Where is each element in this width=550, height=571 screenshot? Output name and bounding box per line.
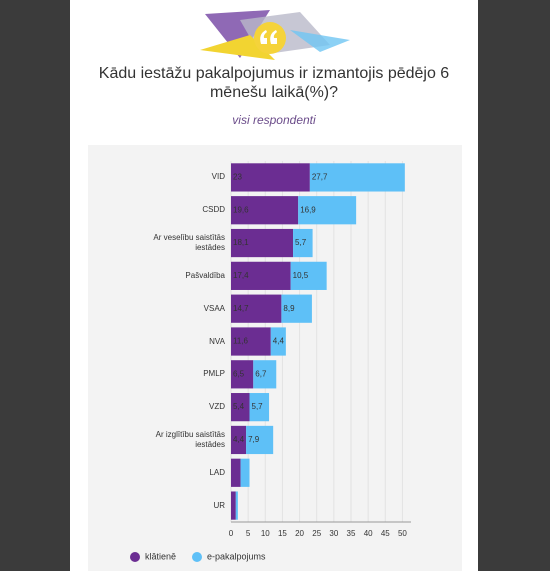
x-tick-label: 25 bbox=[312, 529, 321, 538]
data-label: 17,4 bbox=[233, 271, 249, 280]
bar bbox=[270, 327, 286, 356]
x-tick-label: 45 bbox=[381, 529, 390, 538]
bar bbox=[246, 425, 274, 455]
data-label: 7,9 bbox=[248, 435, 260, 444]
data-label: 27,7 bbox=[312, 173, 328, 182]
y-tick-label: NVA bbox=[209, 336, 225, 346]
y-tick-label: UR bbox=[213, 500, 225, 510]
bar bbox=[298, 196, 357, 225]
bar bbox=[240, 458, 250, 487]
y-tick-label: LAD bbox=[209, 467, 225, 477]
y-tick-label: PMLP bbox=[203, 369, 225, 379]
bar bbox=[281, 294, 312, 323]
data-label: 5,7 bbox=[295, 238, 307, 247]
data-label: 16,9 bbox=[300, 205, 316, 214]
bar bbox=[231, 425, 247, 455]
bar bbox=[231, 458, 241, 487]
data-label: 14,7 bbox=[233, 304, 249, 313]
data-label: 5,4 bbox=[233, 402, 245, 411]
bar bbox=[231, 294, 282, 323]
data-label: 4,4 bbox=[233, 435, 245, 444]
legend-swatch bbox=[192, 552, 202, 562]
y-tick-label: VSAA bbox=[203, 303, 225, 313]
x-tick-label: 40 bbox=[364, 529, 373, 538]
bar bbox=[290, 261, 327, 290]
y-tick-label: Ar izglītību saistītās iestādes bbox=[155, 429, 225, 449]
data-label: 23 bbox=[233, 173, 242, 182]
y-tick-label: Ar veselību saistītās iestādes bbox=[153, 233, 225, 253]
bar bbox=[235, 491, 238, 520]
data-label: 8,9 bbox=[283, 304, 295, 313]
y-tick-label: VZD bbox=[209, 402, 225, 412]
bar bbox=[253, 360, 277, 389]
x-tick-label: 30 bbox=[329, 529, 338, 538]
bar bbox=[231, 196, 299, 225]
data-label: 10,5 bbox=[293, 271, 309, 280]
bar bbox=[249, 393, 270, 422]
bar bbox=[309, 163, 405, 192]
chart-subtitle: visi respondenti bbox=[232, 113, 316, 127]
bar bbox=[231, 360, 254, 389]
bar bbox=[231, 327, 271, 356]
legend-swatch bbox=[130, 552, 140, 562]
data-label: 6,5 bbox=[233, 369, 245, 378]
data-label: 18,1 bbox=[233, 238, 249, 247]
x-tick-label: 10 bbox=[261, 529, 270, 538]
x-tick-label: 35 bbox=[347, 529, 356, 538]
x-tick-label: 50 bbox=[398, 529, 407, 538]
x-tick-label: 5 bbox=[246, 529, 251, 538]
data-label: 11,6 bbox=[233, 337, 249, 346]
bar bbox=[231, 393, 250, 422]
x-tick-label: 0 bbox=[229, 529, 234, 538]
data-label: 6,7 bbox=[255, 369, 267, 378]
data-label: 5,7 bbox=[252, 402, 264, 411]
chart-title: Kādu iestāžu pakalpojumus ir izmantojis … bbox=[98, 65, 450, 101]
legend-label: klātienē bbox=[145, 551, 176, 561]
y-tick-label: VID bbox=[211, 172, 225, 182]
y-tick-label: CSDD bbox=[202, 205, 225, 215]
data-label: 4,4 bbox=[273, 337, 285, 346]
x-tick-label: 15 bbox=[278, 529, 287, 538]
bar bbox=[231, 261, 291, 290]
logo bbox=[200, 10, 350, 60]
legend-label: e-pakalpojums bbox=[207, 551, 266, 561]
bar bbox=[231, 163, 310, 192]
data-label: 19,6 bbox=[233, 205, 249, 214]
x-tick-label: 20 bbox=[295, 529, 304, 538]
y-tick-label: Pašvaldība bbox=[185, 270, 225, 280]
bar bbox=[231, 228, 294, 258]
bar bbox=[293, 228, 313, 258]
bar bbox=[231, 491, 236, 520]
